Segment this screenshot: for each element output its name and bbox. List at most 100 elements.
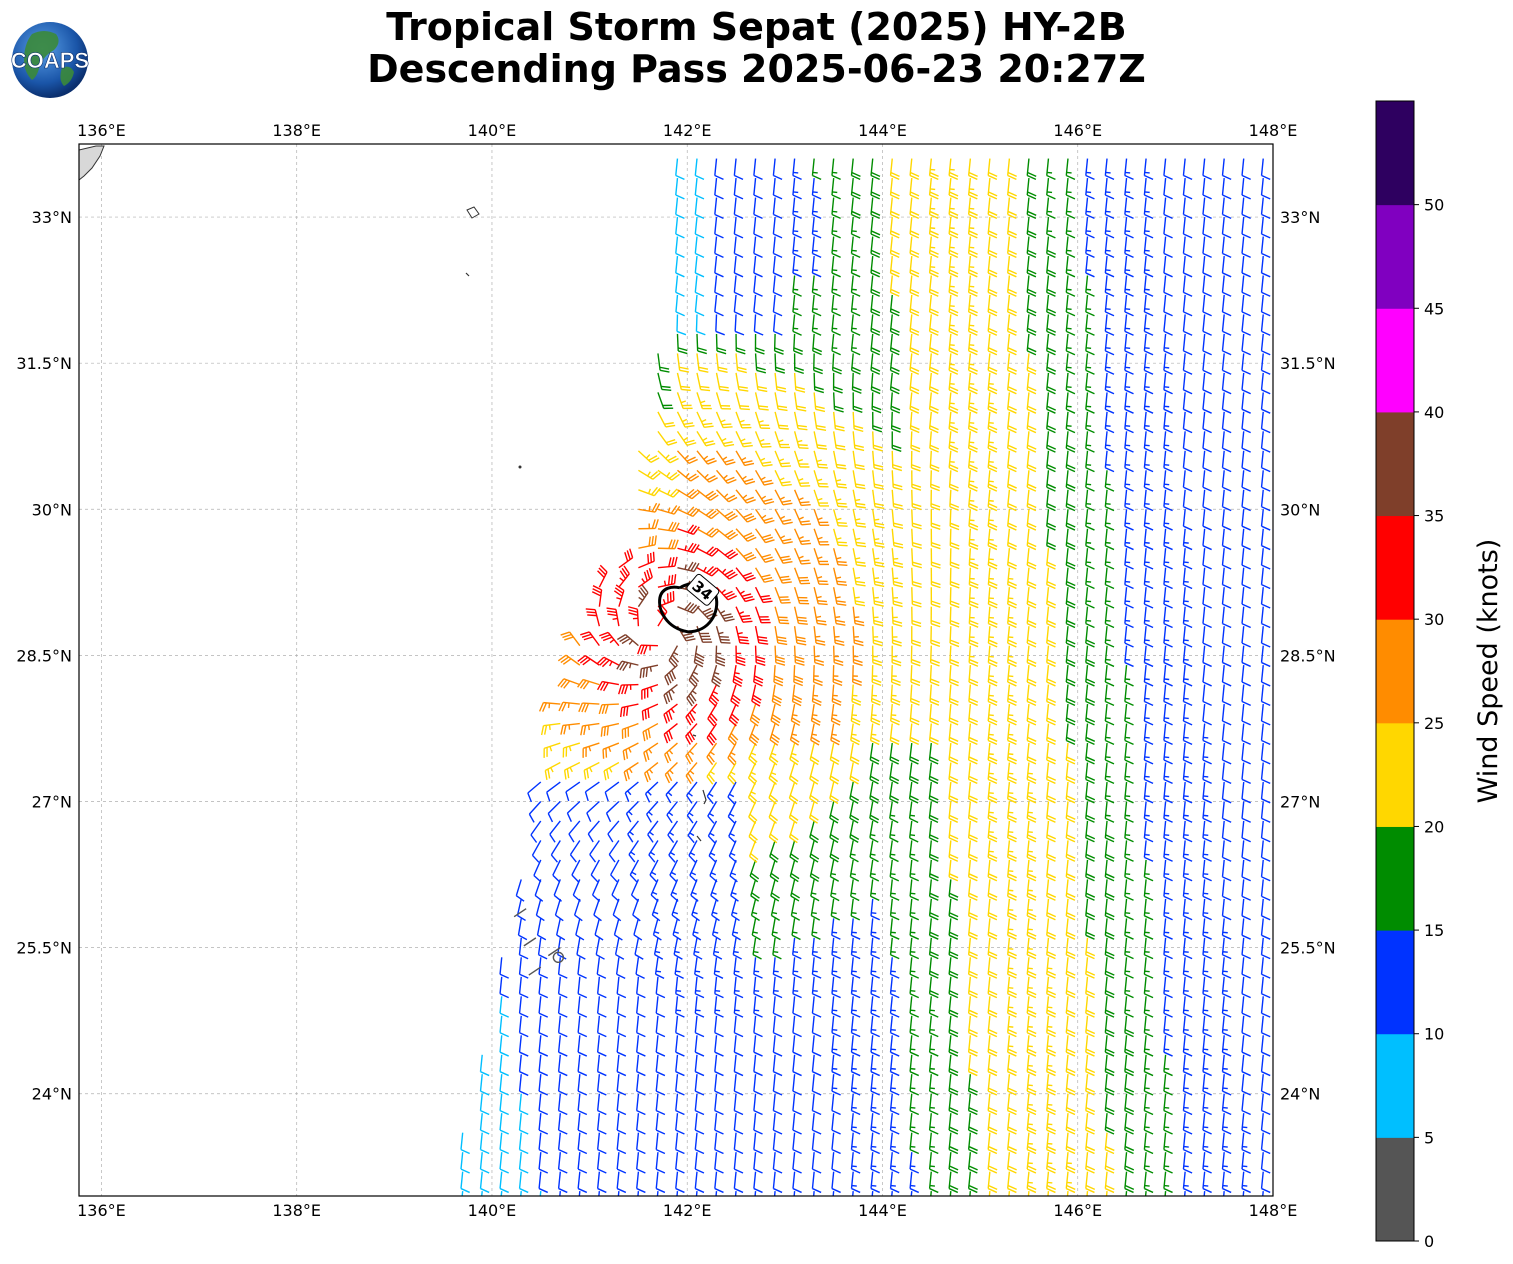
barb-feather [930,623,941,628]
wind-barb [832,1191,835,1196]
wind-barb [1221,976,1232,999]
barb-feather [599,631,609,637]
wind-barb [870,957,880,979]
barb-feather [557,954,567,960]
wind-barb [987,606,998,629]
wind-barb [571,859,581,883]
barb-staff [1260,606,1264,624]
barb-staff [1182,1132,1186,1150]
barb-feather [929,1187,939,1194]
barb-staff [1260,1093,1264,1111]
barb-staff [1221,704,1225,722]
wind-barb [1065,1015,1076,1038]
barb-feather [616,1168,627,1174]
wind-barb [1260,937,1271,960]
barb-feather [604,791,609,802]
wind-barb [628,606,640,627]
wind-barb [1104,1113,1115,1135]
wind-barb [849,801,860,824]
barb-staff [714,1015,718,1033]
wind-barb [1085,1171,1096,1194]
wind-barb [832,567,848,586]
barb-feather [1163,1109,1173,1116]
wind-barb [930,606,941,628]
wind-barb [1104,918,1115,940]
wind-barb [1066,1191,1069,1196]
wind-barb [688,664,700,688]
barb-feather [1066,1012,1076,1018]
barb-half-feather [854,576,861,580]
barb-feather [729,875,738,883]
wind-barb [870,1093,880,1116]
wind-barb [677,601,700,614]
wind-barb [909,742,920,765]
wind-barb [967,996,978,1018]
barb-feather [930,639,941,644]
barb-feather [622,706,626,717]
barb-feather [499,973,509,979]
barb-half-feather [695,970,701,973]
wind-barb [753,665,764,687]
wind-barb [616,1015,627,1038]
wind-barb [870,1152,880,1174]
barb-feather [892,622,903,627]
wind-barb [614,937,625,960]
wind-barb [1241,723,1251,746]
barb-feather [851,1051,861,1057]
wind-barb [1007,898,1017,921]
barb-half-feather [609,661,613,667]
barb-feather [1027,1145,1037,1152]
wind-barb [728,703,740,727]
wind-barb [1007,801,1017,823]
barb-feather [480,1187,490,1194]
barb-feather [538,1071,549,1077]
wind-barb [566,800,581,823]
barb-staff [694,1152,698,1170]
barb-staff [557,1152,562,1170]
wind-barb [1182,898,1193,921]
wind-barb [850,957,861,979]
barb-feather [577,1148,588,1155]
wind-barb [910,665,921,687]
wind-barb [810,898,821,921]
barb-feather [948,1012,959,1018]
barb-feather [1066,1129,1076,1135]
barb-feather [734,1148,744,1155]
barb-feather [1163,993,1173,999]
barb-feather [1066,1090,1076,1096]
wind-barb [706,762,718,785]
barb-feather [792,1032,802,1038]
wind-barb [1046,626,1057,648]
barb-feather [1026,1051,1037,1057]
barb-feather [987,1129,998,1135]
barb-staff [714,1074,718,1092]
barb-staff [1221,937,1225,955]
wind-barb [642,722,659,742]
wind-barb [1065,1132,1076,1155]
wind-barb [870,976,880,999]
barb-feather [562,633,572,639]
barb-feather [1124,1029,1135,1035]
barb-half-feather [771,911,778,915]
barb-staff [1221,665,1225,683]
wind-barb [870,996,880,1018]
barb-half-feather [628,640,634,645]
barb-staff [1163,957,1167,975]
barb-feather [1066,1184,1076,1191]
barb-half-feather [549,746,553,752]
barb-feather [621,684,626,695]
barb-staff [538,1015,542,1033]
wind-barb [889,1132,900,1155]
wind-barb [694,1074,705,1096]
barb-feather [889,817,899,824]
wind-barb [499,976,509,999]
wind-barb [987,723,998,746]
barb-feather [1007,951,1017,957]
wind-barb [772,1113,783,1135]
wind-barb [948,781,959,804]
barb-half-feather [733,950,739,954]
barb-half-feather [710,770,715,775]
barb-feather [831,1071,841,1077]
wind-barb [1104,937,1115,960]
barb-staff [538,1074,542,1092]
